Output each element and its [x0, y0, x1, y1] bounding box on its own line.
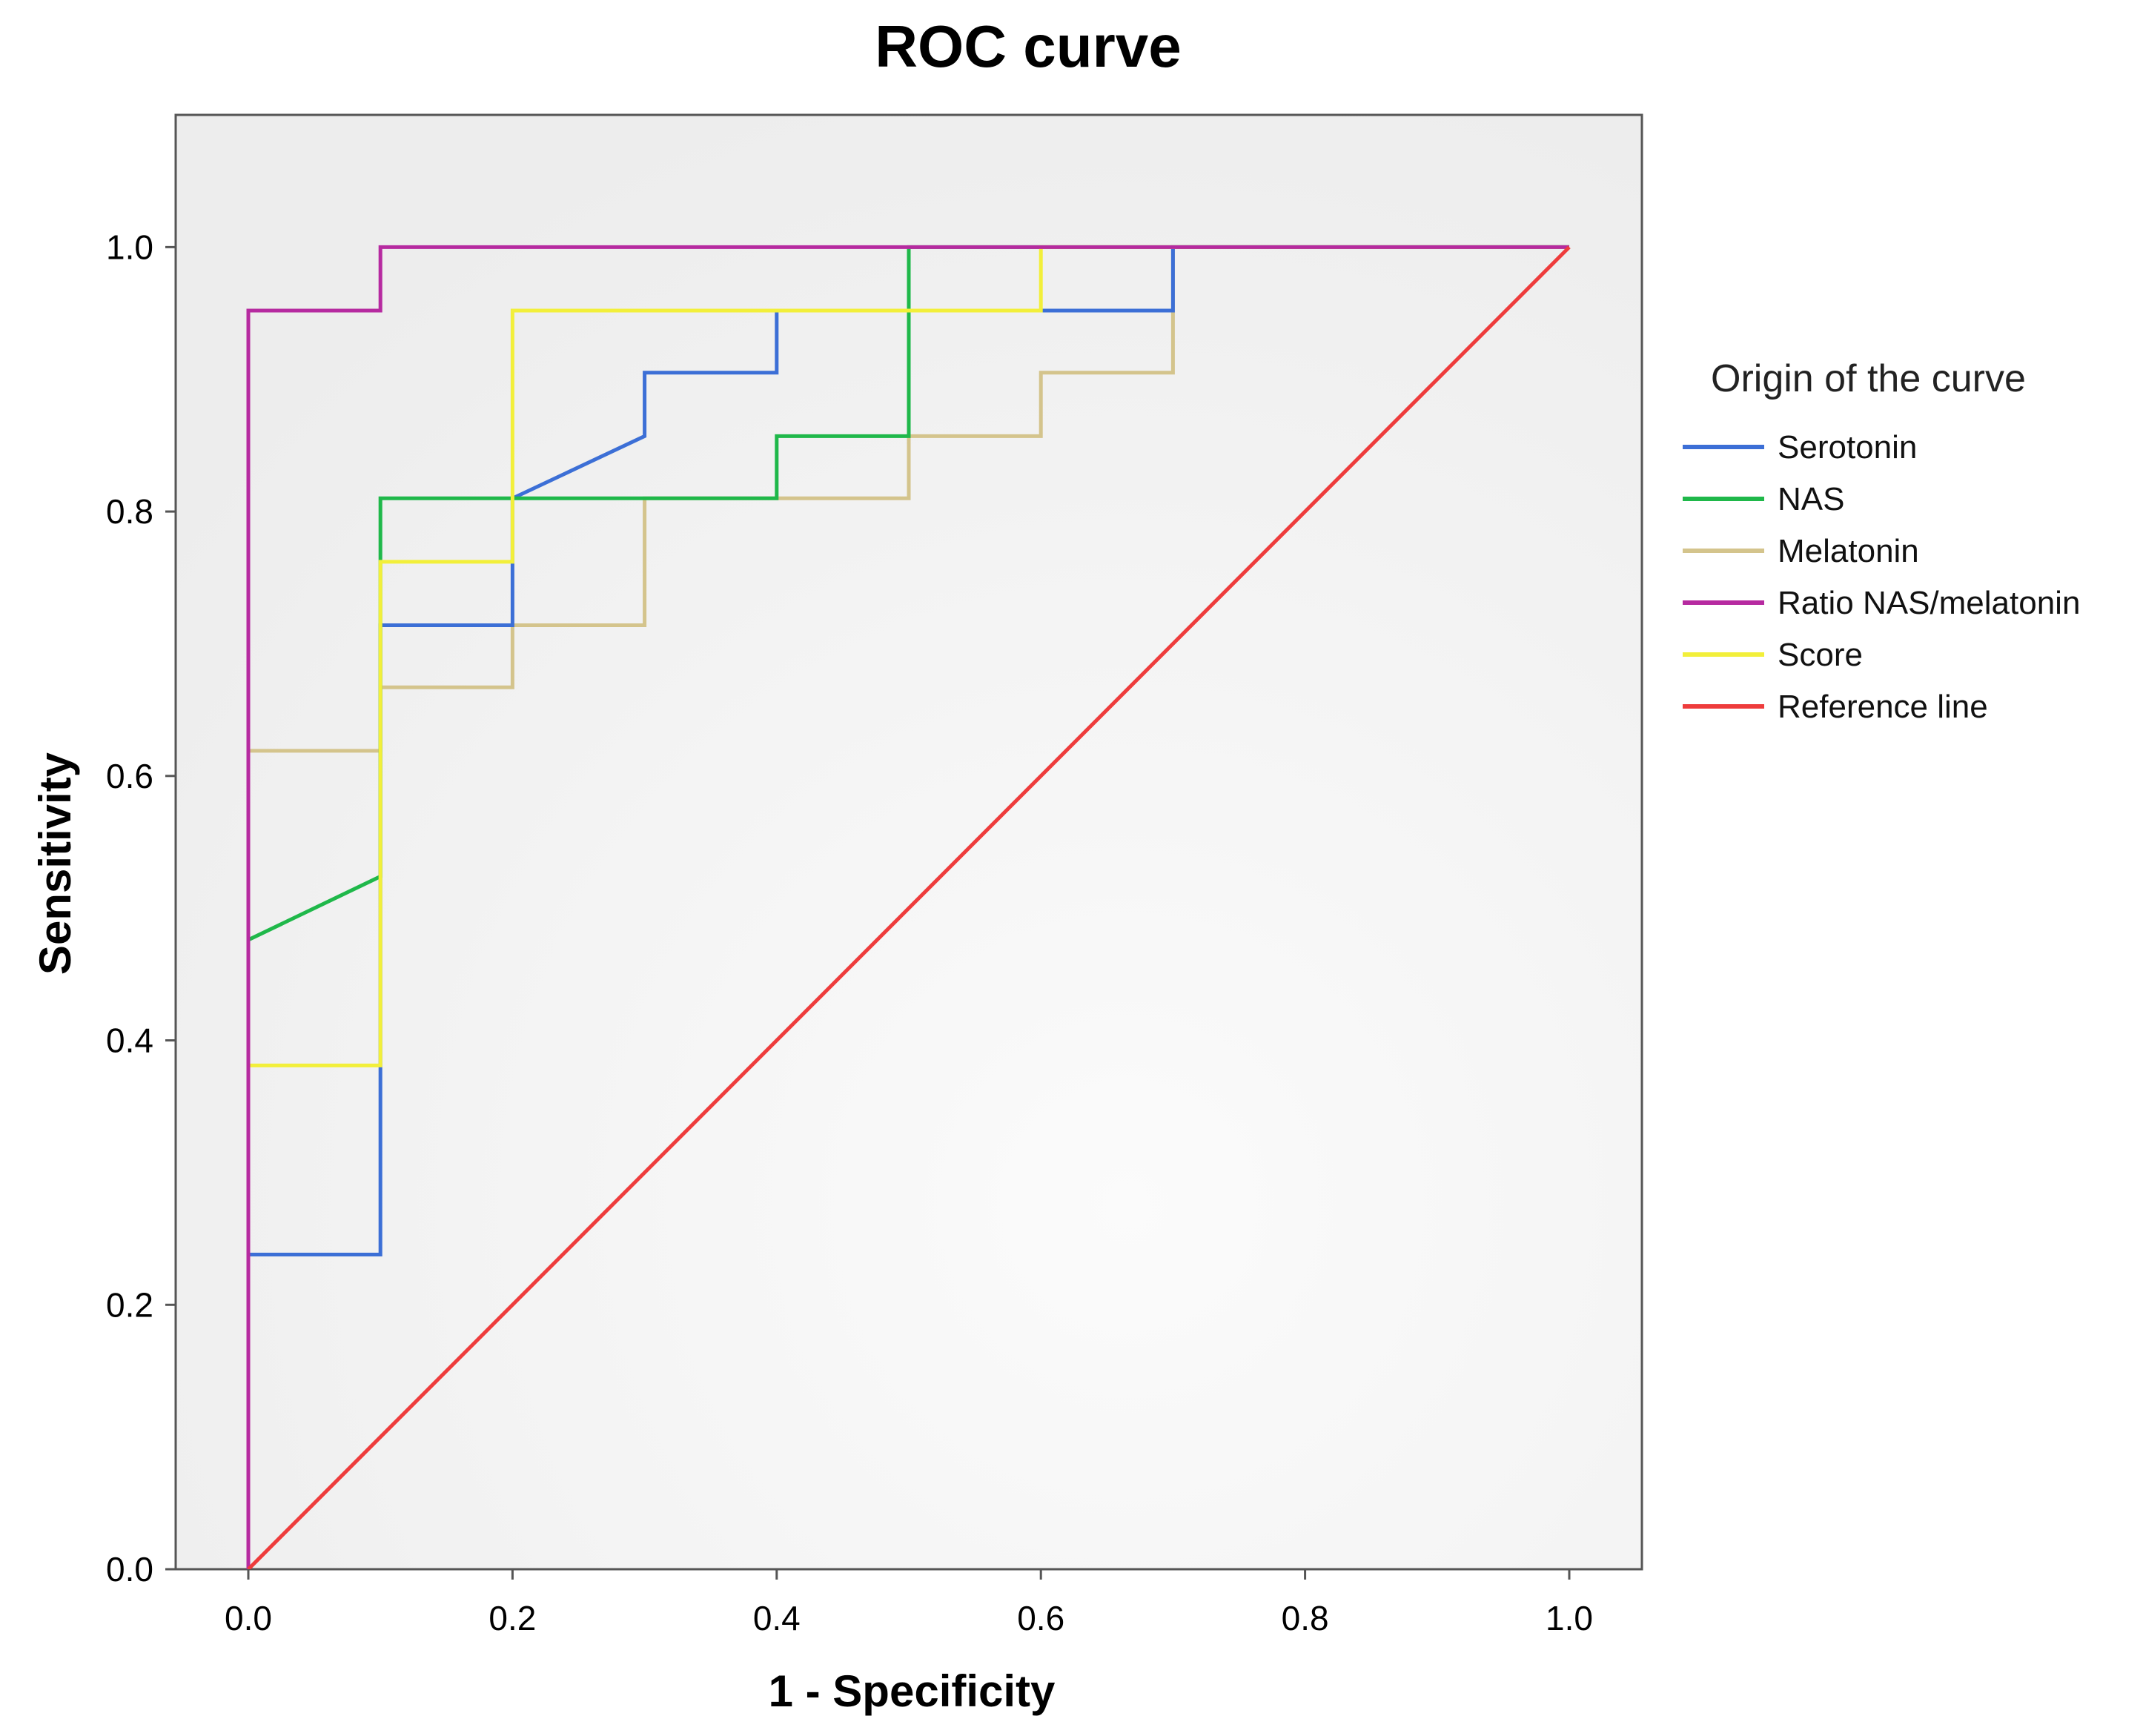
x-tick-label: 0.0 [225, 1599, 272, 1637]
series-line-reference-line [247, 245, 1571, 1569]
series-line-serotonin [246, 245, 1569, 1569]
y-tick-label: 0.2 [106, 1285, 153, 1324]
y-axis-label: Sensitivity [30, 752, 80, 975]
chart-title: ROC curve [875, 13, 1181, 79]
y-tick-label: 0.6 [106, 757, 153, 795]
x-tick-label: 0.6 [1017, 1599, 1064, 1637]
y-tick-label: 0.0 [106, 1550, 153, 1588]
x-axis-label: 1 - Specificity [769, 1666, 1056, 1716]
y-tick-label: 0.8 [106, 492, 153, 531]
legend-label-serotonin: Serotonin [1778, 429, 1917, 466]
axis-ticks: 0.0 0.2 0.4 0.6 0.8 1.0 0.0 0.2 0.4 0.6 0.8 1.0 [106, 228, 1593, 1637]
legend-label-ratio-nas-melatonin: Ratio NAS/melatonin [1778, 585, 2080, 621]
x-tick-label: 0.8 [1282, 1599, 1329, 1637]
legend-label-melatonin: Melatonin [1778, 533, 1919, 569]
series-line-ratio-nas-melatonin [246, 245, 1569, 1569]
legend-title: Origin of the curve [1711, 357, 2026, 400]
legend-label-nas: NAS [1778, 481, 1844, 517]
y-tick-label: 0.4 [106, 1021, 153, 1060]
x-tick-label: 0.4 [753, 1599, 801, 1637]
legend-label-score: Score [1778, 637, 1863, 673]
legend-label-reference-line: Reference line [1778, 689, 1988, 725]
y-tick-label: 1.0 [106, 228, 153, 266]
x-tick-label: 0.2 [488, 1599, 536, 1637]
series-group [246, 245, 1571, 1569]
x-tick-label: 1.0 [1546, 1599, 1593, 1637]
series-line-score [246, 245, 1569, 1569]
legend: Origin of the curve Serotonin NAS Melatoni… [1683, 357, 2080, 725]
